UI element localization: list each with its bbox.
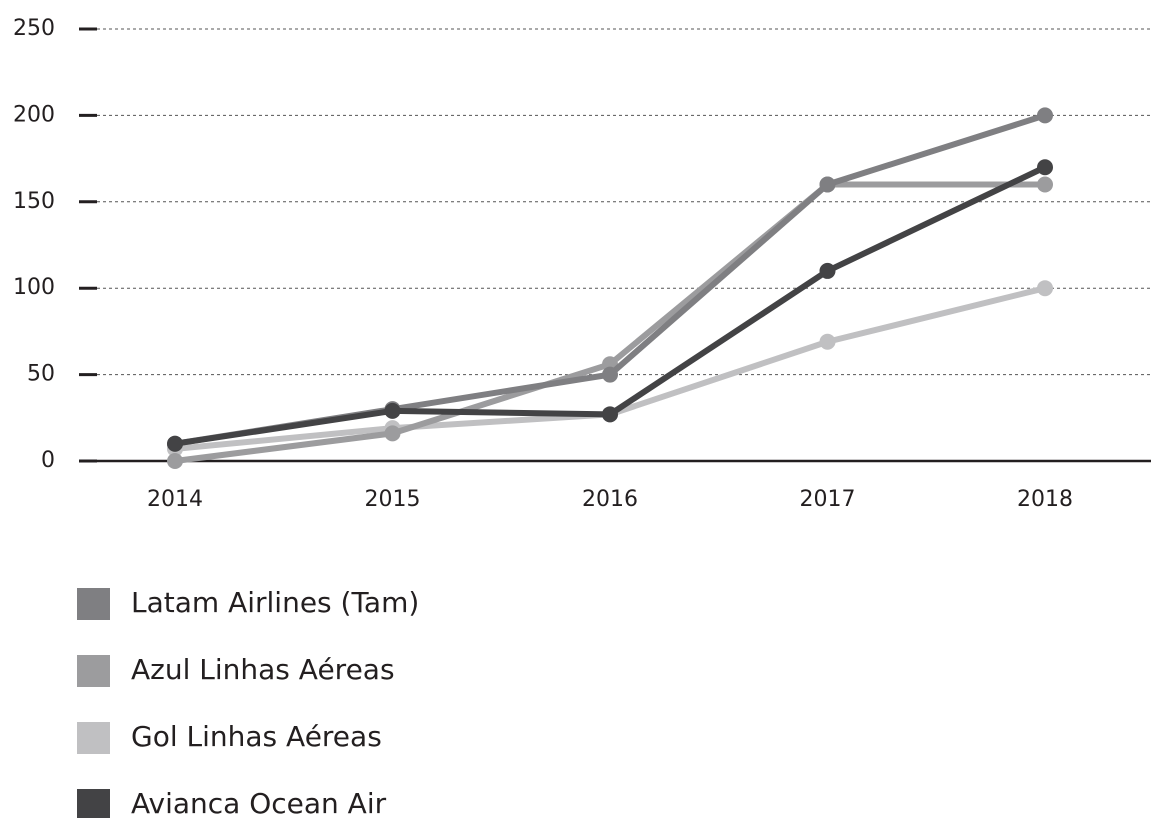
- x-tick-label: 2014: [147, 487, 203, 512]
- x-tick-label: 2017: [800, 487, 856, 512]
- legend-swatch: [77, 789, 110, 818]
- y-tick-label: 200: [13, 102, 55, 127]
- data-point: [1037, 107, 1053, 124]
- x-tick-label: 2015: [365, 487, 421, 512]
- data-point: [819, 262, 836, 279]
- legend-swatch: [77, 588, 110, 620]
- series-line: [174, 164, 1047, 447]
- legend-swatch: [77, 655, 110, 687]
- y-tick-label: 250: [13, 16, 55, 41]
- y-tick-label: 0: [41, 448, 55, 473]
- data-point: [602, 406, 618, 423]
- legend-label: Gol Linhas Aéreas: [131, 720, 382, 753]
- data-point: [384, 402, 401, 419]
- data-point: [819, 333, 836, 350]
- series-line: [174, 112, 1046, 447]
- x-tick-label: 2016: [582, 487, 638, 512]
- data-point: [819, 176, 836, 193]
- data-point: [167, 453, 183, 469]
- y-tick-label: 50: [27, 362, 55, 387]
- data-point: [1037, 159, 1053, 176]
- data-point: [384, 425, 401, 442]
- data-point: [1037, 280, 1053, 297]
- y-tick-label: 100: [13, 275, 55, 300]
- legend-label: Latam Airlines (Tam): [131, 586, 419, 619]
- x-tick-label: 2018: [1017, 487, 1073, 512]
- legend-label: Azul Linhas Aéreas: [131, 653, 395, 686]
- data-point: [1037, 176, 1053, 193]
- data-point: [602, 366, 618, 383]
- data-point: [167, 435, 183, 452]
- legend-swatch: [77, 722, 110, 754]
- y-tick-label: 150: [13, 189, 55, 214]
- legend-label: Avianca Ocean Air: [131, 787, 387, 818]
